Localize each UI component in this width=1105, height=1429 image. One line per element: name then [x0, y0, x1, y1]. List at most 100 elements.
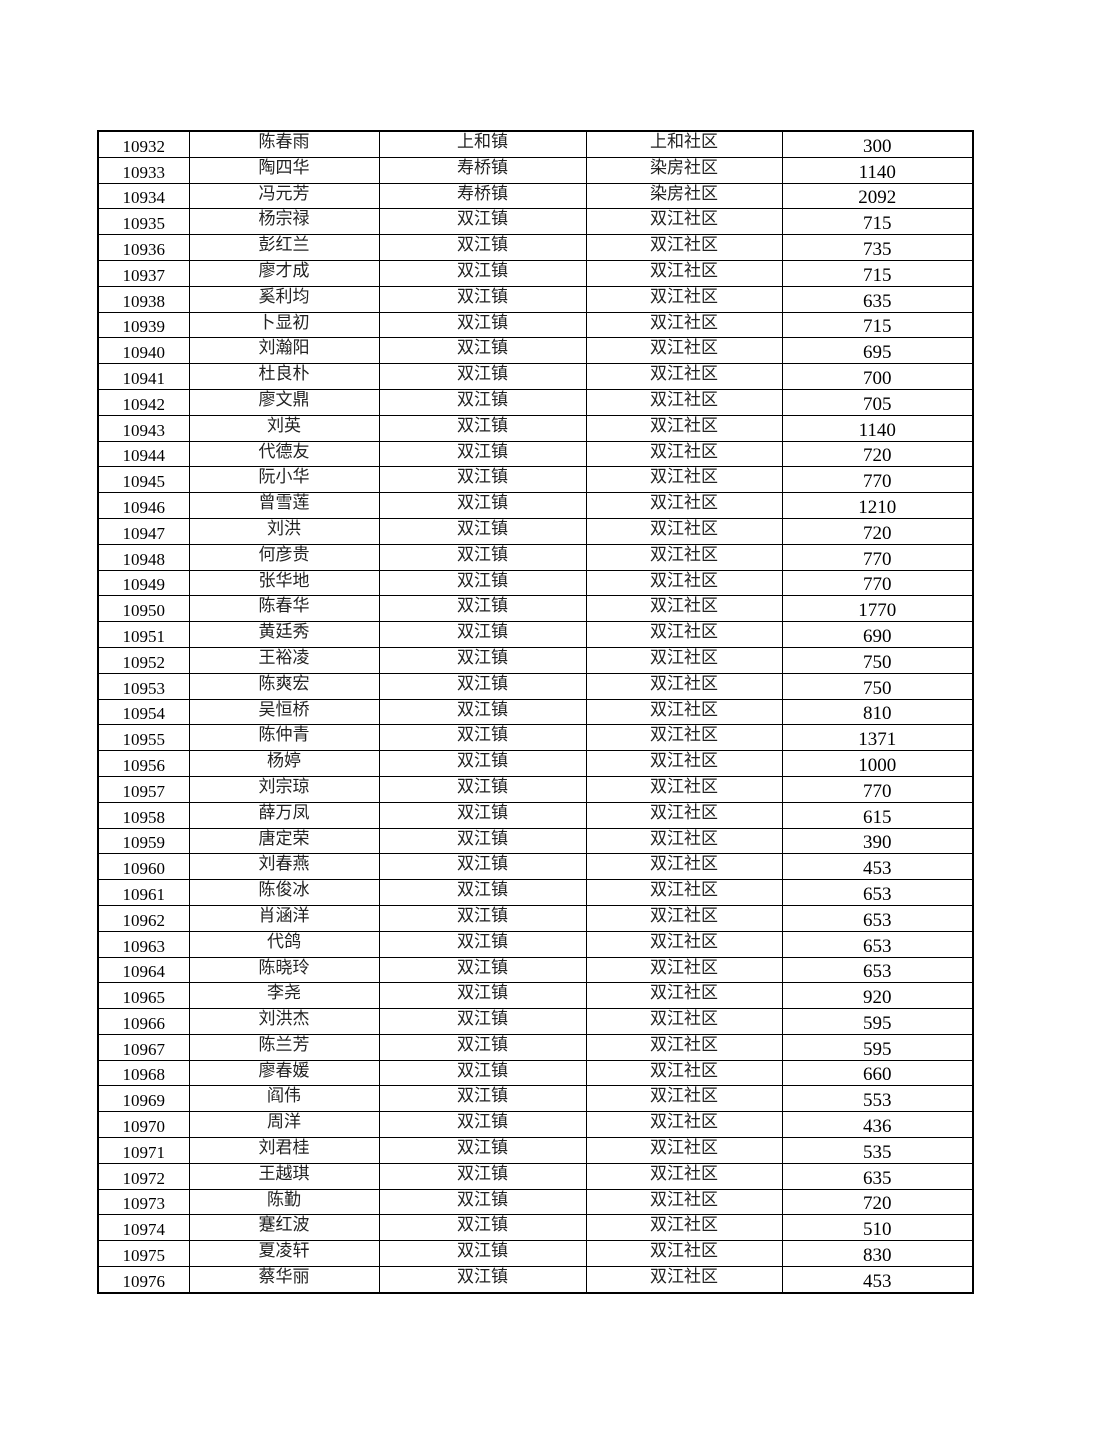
table-cell: 715	[781, 208, 974, 236]
table-cell: 上和镇	[378, 130, 587, 158]
table-cell: 双江社区	[585, 208, 783, 236]
table-cell: 双江社区	[585, 1033, 783, 1061]
table-cell: 何彦贵	[188, 543, 380, 571]
table-row: 10964 陈晓玲 双江镇 双江社区 653	[97, 956, 974, 984]
table-row: 10952 王裕凌 双江镇 双江社区 750	[97, 646, 974, 674]
table-cell: 653	[781, 879, 974, 906]
table-row: 10946 曾雪莲 双江镇 双江社区 1210	[97, 492, 974, 519]
table-body: 10932 陈春雨 上和镇 上和社区 300 10933 陶四华 寿桥镇 染房社区 1140 109…	[97, 130, 974, 1294]
table-cell: 张华地	[188, 569, 380, 597]
table-cell: 双江镇	[378, 543, 587, 571]
table-cell: 双江镇	[378, 440, 587, 468]
table-cell: 595	[781, 1033, 974, 1061]
table-cell: 453	[781, 853, 974, 881]
table-row: 10975 夏凌轩 双江镇 双江社区 830	[97, 1240, 974, 1268]
table-cell: 750	[781, 646, 974, 674]
table-cell: 双江镇	[378, 466, 587, 494]
table-cell: 周洋	[188, 1111, 380, 1139]
table-cell: 双江镇	[378, 1240, 587, 1268]
table-cell: 双江社区	[585, 337, 783, 365]
table-cell: 吴恒桥	[188, 698, 380, 726]
table-cell: 10959	[97, 827, 190, 855]
table-cell: 双江镇	[378, 982, 587, 1010]
table-cell: 上和社区	[585, 130, 783, 158]
table-cell: 10936	[97, 234, 190, 261]
table-cell: 595	[781, 1008, 974, 1035]
table-cell: 蔡华丽	[188, 1266, 380, 1294]
table-cell: 杜良朴	[188, 363, 380, 390]
table-cell: 双江社区	[585, 414, 783, 442]
table-row: 10935 杨宗禄 双江镇 双江社区 715	[97, 208, 974, 236]
table-row: 10944 代德友 双江镇 双江社区 720	[97, 440, 974, 468]
table-cell: 653	[781, 930, 974, 958]
table-cell: 720	[781, 1188, 974, 1216]
table-row: 10948 何彦贵 双江镇 双江社区 770	[97, 543, 974, 571]
table-cell: 10963	[97, 930, 190, 958]
table-row: 10967 陈兰芳 双江镇 双江社区 595	[97, 1033, 974, 1061]
table-cell: 10950	[97, 595, 190, 623]
table-cell: 1770	[781, 595, 974, 623]
table-cell: 双江镇	[378, 595, 587, 623]
table-row: 10942 廖文鼎 双江镇 双江社区 705	[97, 388, 974, 416]
table-cell: 10975	[97, 1240, 190, 1268]
table-cell: 10940	[97, 337, 190, 365]
table-cell: 双江社区	[585, 1214, 783, 1242]
table-cell: 10953	[97, 672, 190, 700]
table-cell: 635	[781, 1162, 974, 1190]
table-cell: 双江社区	[585, 1266, 783, 1294]
table-cell: 双江镇	[378, 1008, 587, 1035]
table-cell: 双江镇	[378, 879, 587, 906]
table-cell: 夏凌轩	[188, 1240, 380, 1268]
table-cell: 刘洪	[188, 517, 380, 545]
table-cell: 双江社区	[585, 1085, 783, 1113]
table-cell: 双江社区	[585, 879, 783, 906]
table-cell: 双江镇	[378, 930, 587, 958]
table-cell: 双江镇	[378, 569, 587, 597]
table-cell: 代德友	[188, 440, 380, 468]
table-row: 10932 陈春雨 上和镇 上和社区 300	[97, 130, 974, 158]
table-cell: 陈俊冰	[188, 879, 380, 906]
table-cell: 653	[781, 956, 974, 984]
table-cell: 双江社区	[585, 466, 783, 494]
table-row: 10938 奚利均 双江镇 双江社区 635	[97, 285, 974, 313]
table-cell: 双江镇	[378, 337, 587, 365]
table-cell: 杨宗禄	[188, 208, 380, 236]
table-cell: 10944	[97, 440, 190, 468]
table-cell: 700	[781, 363, 974, 390]
table-cell: 双江社区	[585, 1137, 783, 1164]
table-cell: 双江镇	[378, 956, 587, 984]
table-cell: 10969	[97, 1085, 190, 1113]
table-cell: 双江镇	[378, 285, 587, 313]
table-cell: 杨婷	[188, 750, 380, 777]
table-cell: 453	[781, 1266, 974, 1294]
table-cell: 双江社区	[585, 646, 783, 674]
table-cell: 双江社区	[585, 440, 783, 468]
table-cell: 阮小华	[188, 466, 380, 494]
table-cell: 300	[781, 130, 974, 158]
table-cell: 770	[781, 569, 974, 597]
table-cell: 双江镇	[378, 1137, 587, 1164]
table-cell: 10958	[97, 801, 190, 829]
table-cell: 双江镇	[378, 1059, 587, 1087]
table-cell: 10937	[97, 259, 190, 287]
table-cell: 720	[781, 517, 974, 545]
table-cell: 王越琪	[188, 1162, 380, 1190]
table-cell: 10972	[97, 1162, 190, 1190]
table-cell: 10966	[97, 1008, 190, 1035]
table-cell: 染房社区	[585, 182, 783, 210]
table-cell: 双江社区	[585, 672, 783, 700]
table-row: 10970 周洋 双江镇 双江社区 436	[97, 1111, 974, 1139]
table-cell: 阎伟	[188, 1085, 380, 1113]
table-cell: 10932	[97, 130, 190, 158]
table-cell: 奚利均	[188, 285, 380, 313]
table-cell: 10951	[97, 621, 190, 648]
table-cell: 695	[781, 337, 974, 365]
table-cell: 双江社区	[585, 775, 783, 803]
table-row: 10949 张华地 双江镇 双江社区 770	[97, 569, 974, 597]
table-cell: 双江社区	[585, 930, 783, 958]
table-cell: 陈勤	[188, 1188, 380, 1216]
table-row: 10966 刘洪杰 双江镇 双江社区 595	[97, 1008, 974, 1035]
table-cell: 10960	[97, 853, 190, 881]
table-cell: 双江社区	[585, 285, 783, 313]
